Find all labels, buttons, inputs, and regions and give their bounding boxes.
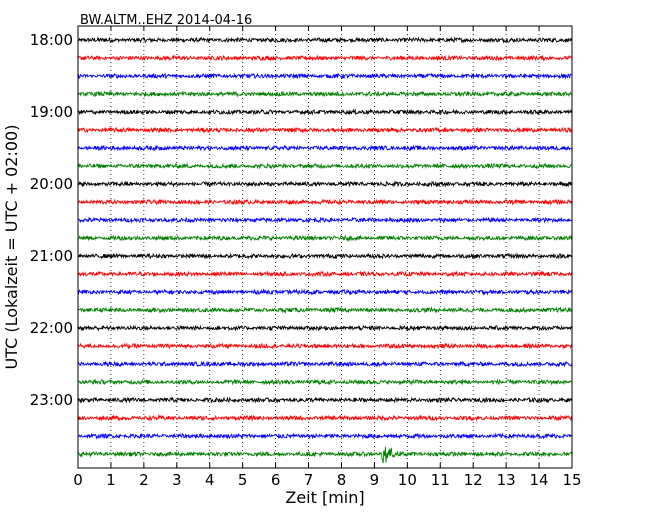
y-tick-label: 23:00 [30, 391, 73, 409]
seismic-trace [77, 36, 573, 44]
seismic-trace [77, 216, 573, 224]
seismic-trace [77, 288, 573, 296]
x-tick-label: 3 [172, 471, 182, 489]
vertical-grid [110, 26, 540, 468]
seismic-trace [77, 414, 573, 422]
seismic-trace [77, 324, 573, 332]
y-axis-label: UTC (Lokalzeit = UTC + 02:00) [2, 125, 21, 370]
seismic-trace [77, 270, 573, 278]
y-axis-ticks: 18:00 19:00 20:00 21:00 22:00 23:00 [30, 31, 572, 409]
seismic-trace [77, 252, 573, 260]
seismic-trace [77, 306, 573, 314]
x-tick-label: 7 [304, 471, 314, 489]
x-tick-label: 9 [370, 471, 380, 489]
y-tick-label: 20:00 [30, 175, 73, 193]
seismic-trace [77, 54, 573, 62]
seismic-trace [77, 72, 573, 80]
x-tick-label: 6 [271, 471, 281, 489]
x-tick-label: 4 [205, 471, 215, 489]
y-tick-label: 22:00 [30, 319, 73, 337]
x-axis-label: Zeit [min] [285, 488, 364, 507]
seismic-trace [77, 360, 573, 368]
seismic-trace [77, 342, 573, 350]
seismic-trace [77, 432, 573, 440]
seismic-trace [77, 378, 573, 386]
x-axis-ticks: 0 1 2 3 4 5 6 7 8 9 10 11 12 13 14 15 [73, 26, 582, 489]
seismic-trace [77, 162, 573, 170]
plot-frame [77, 25, 573, 469]
x-tick-label: 8 [337, 471, 347, 489]
x-tick-label: 12 [464, 471, 483, 489]
x-tick-label: 5 [238, 471, 248, 489]
x-tick-label: 10 [398, 471, 417, 489]
seismic-trace [77, 90, 573, 98]
seismic-trace [77, 446, 573, 464]
x-tick-label: 11 [431, 471, 450, 489]
seismic-trace [77, 198, 573, 206]
y-tick-label: 19:00 [30, 103, 73, 121]
seismic-trace [77, 234, 573, 242]
y-tick-label: 18:00 [30, 31, 73, 49]
x-tick-label: 2 [139, 471, 149, 489]
x-tick-label: 15 [562, 471, 581, 489]
x-tick-label: 14 [530, 471, 549, 489]
seismic-trace [77, 108, 573, 116]
seismogram-traces [77, 36, 573, 464]
seismic-trace [77, 180, 573, 188]
x-tick-label: 13 [497, 471, 516, 489]
chart-title: BW.ALTM..EHZ 2014-04-16 [80, 13, 252, 28]
seismic-trace [77, 144, 573, 152]
y-tick-label: 21:00 [30, 247, 73, 265]
x-tick-label: 0 [73, 471, 83, 489]
seismic-trace [77, 126, 573, 134]
seismic-trace [77, 396, 573, 404]
x-tick-label: 1 [106, 471, 116, 489]
